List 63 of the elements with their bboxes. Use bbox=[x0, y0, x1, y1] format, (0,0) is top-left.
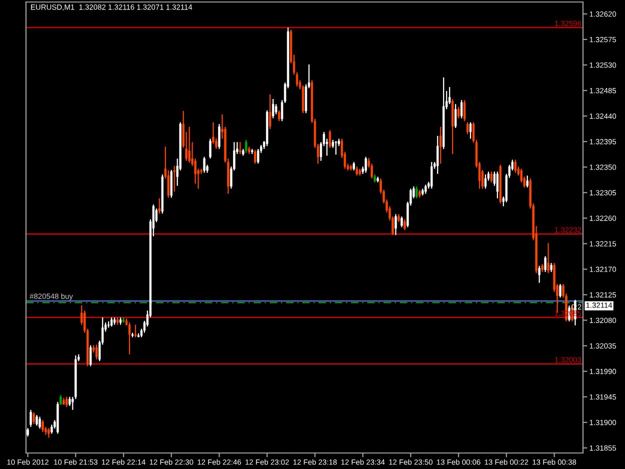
candlestick bbox=[538, 265, 540, 284]
candlestick bbox=[110, 316, 113, 328]
candlestick bbox=[440, 126, 442, 164]
candlestick bbox=[454, 104, 457, 128]
candlestick bbox=[134, 324, 137, 338]
candlestick bbox=[484, 174, 487, 190]
candlestick bbox=[544, 256, 546, 273]
candlestick bbox=[218, 123, 220, 150]
candlestick bbox=[245, 139, 248, 154]
candlestick bbox=[550, 262, 552, 273]
candlestick bbox=[60, 394, 62, 406]
candlestick bbox=[328, 130, 332, 148]
candlestick bbox=[326, 138, 328, 156]
candlestick bbox=[526, 175, 528, 188]
candlestick bbox=[430, 161, 433, 190]
candlestick bbox=[400, 216, 403, 228]
candlestick bbox=[48, 427, 50, 438]
candlestick bbox=[274, 104, 278, 115]
candlestick bbox=[559, 283, 562, 298]
candlestick bbox=[436, 135, 439, 174]
candlestick bbox=[496, 171, 499, 199]
candlestick bbox=[268, 94, 272, 130]
candlestick bbox=[188, 126, 190, 164]
candlestick bbox=[42, 420, 44, 433]
candlestick bbox=[448, 86, 451, 105]
candlestick bbox=[32, 412, 35, 425]
candlestick bbox=[463, 100, 466, 122]
candlestick bbox=[334, 140, 338, 156]
candlestick bbox=[203, 156, 206, 174]
candlestick bbox=[38, 416, 41, 430]
candlestick bbox=[302, 84, 304, 114]
candlestick bbox=[466, 122, 469, 135]
candlestick bbox=[36, 414, 38, 426]
candlestick bbox=[356, 166, 358, 176]
candlestick bbox=[547, 242, 550, 274]
candlestick bbox=[239, 142, 242, 155]
candlestick bbox=[460, 100, 463, 119]
candlestick bbox=[254, 150, 256, 164]
candlestick bbox=[404, 218, 406, 231]
candlestick bbox=[209, 138, 212, 160]
candlestick bbox=[66, 396, 68, 408]
candlestick bbox=[278, 110, 280, 122]
candlestick bbox=[416, 186, 418, 199]
candlestick bbox=[424, 184, 427, 194]
candlestick bbox=[170, 169, 172, 198]
candlestick bbox=[490, 171, 493, 183]
candlestick bbox=[128, 322, 131, 355]
candlestick bbox=[95, 344, 98, 360]
candlestick bbox=[68, 396, 71, 406]
candlestick bbox=[457, 106, 460, 119]
candlestick bbox=[514, 159, 516, 174]
candlestick bbox=[257, 148, 260, 164]
candlestick bbox=[469, 122, 472, 140]
candlestick bbox=[158, 198, 161, 214]
candlestick bbox=[364, 156, 367, 174]
candlestick bbox=[296, 72, 298, 88]
candlestick bbox=[90, 344, 92, 367]
candlestick bbox=[173, 165, 176, 192]
candlestick bbox=[30, 409, 32, 428]
candlestick bbox=[50, 424, 53, 434]
candlestick bbox=[394, 214, 397, 236]
candlestick bbox=[72, 396, 74, 410]
candlestick bbox=[272, 98, 274, 119]
